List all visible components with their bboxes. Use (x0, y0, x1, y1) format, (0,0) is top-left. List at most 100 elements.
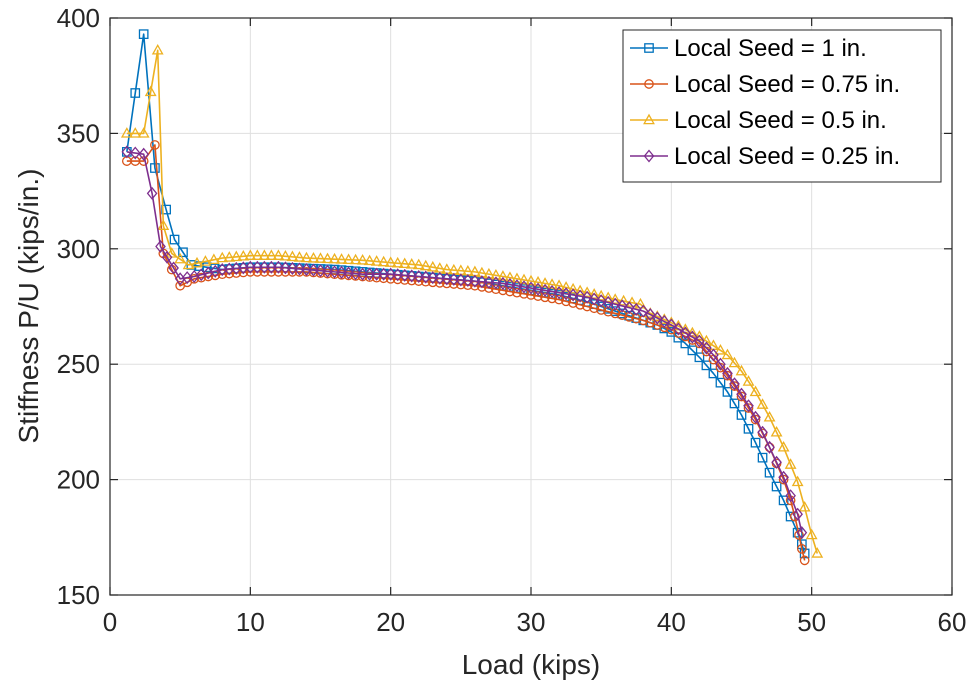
series-4-point (729, 377, 740, 391)
series-3-point (349, 253, 362, 265)
series-2-point (568, 298, 578, 308)
series-1-point (778, 495, 789, 506)
series-4-point (392, 268, 404, 282)
series-4-point (308, 263, 319, 277)
series-2-point (484, 283, 494, 293)
series-3-point (497, 270, 509, 281)
series-3-point (279, 249, 292, 261)
series-3-point (539, 277, 551, 288)
legend-sample-1 (630, 43, 668, 53)
legend-label-4: Local Seed = 0.25 in. (674, 143, 900, 170)
series-4-point (796, 526, 808, 540)
legend-marker (643, 149, 655, 163)
series-4 (121, 145, 808, 540)
x-tick-label: 10 (236, 607, 265, 637)
series-3-point (588, 288, 601, 299)
series-4-point (785, 489, 796, 503)
series-3-point (272, 249, 285, 260)
series-4-point (476, 275, 488, 289)
series-3-point (735, 364, 748, 376)
series-3-point (182, 258, 195, 270)
series-4-point (497, 276, 509, 290)
series-1-point (178, 247, 188, 258)
series-3-point (377, 255, 390, 267)
series-4-point (588, 292, 600, 306)
series-1-point (715, 377, 726, 388)
series-3-point (426, 260, 439, 272)
series-2-point (561, 296, 571, 307)
series-layer (120, 29, 824, 566)
series-4-point (287, 261, 298, 275)
x-tick-label: 0 (103, 607, 117, 637)
series-3-point (595, 289, 608, 301)
series-4-point (364, 267, 375, 281)
series-3-point (286, 250, 299, 262)
series-4-point (567, 288, 579, 302)
series-4-point (462, 274, 474, 288)
series-3-point (419, 259, 432, 271)
series-2-point (575, 299, 585, 310)
y-tick-label: 250 (57, 349, 100, 379)
series-3-point (356, 254, 369, 265)
series-1-point (138, 29, 149, 40)
series-3-point (749, 385, 762, 397)
series-4-point (658, 314, 670, 329)
series-3-point (370, 255, 383, 266)
series-4-point (771, 455, 782, 469)
series-1-point (694, 352, 705, 363)
legend-sample-2 (630, 79, 668, 89)
series-3-point (602, 291, 615, 303)
y-tick-label: 300 (57, 234, 100, 264)
series-3-point (763, 410, 776, 422)
series-4-point (680, 326, 691, 340)
series-4-point (350, 267, 361, 281)
series-4-point (138, 147, 150, 161)
series-3-point (207, 253, 220, 265)
series-4-point (371, 267, 382, 281)
series-4-point (273, 260, 284, 274)
series-3-point (258, 249, 271, 260)
series-4-point (715, 357, 726, 371)
series-4-point (701, 341, 712, 355)
series-3-point (805, 528, 818, 540)
series-3-point (230, 250, 243, 262)
series-3-point (244, 249, 257, 260)
series-3-point (784, 458, 797, 469)
series-2-point (652, 320, 663, 330)
series-4-point (378, 267, 389, 281)
series-3-point (174, 252, 187, 264)
y-axis-title: Stiffness P/U (kips/in.) (13, 169, 44, 444)
series-3-point (756, 398, 769, 409)
series-1-point (169, 234, 180, 245)
series-1-point (603, 303, 614, 314)
series-3-point (714, 344, 727, 355)
series-3-point (560, 281, 572, 292)
series-3-point (791, 475, 804, 487)
series-3-point (634, 297, 647, 309)
x-tick-label: 60 (938, 607, 967, 637)
series-3-point (693, 330, 706, 341)
series-1-point (729, 398, 740, 409)
series-4-point (602, 295, 614, 309)
series-2-point (491, 284, 501, 295)
series-3-point (504, 271, 516, 282)
series-4-point (546, 284, 558, 299)
series-3-point (721, 348, 734, 360)
series-4-point (673, 322, 684, 336)
series-4-point (792, 507, 803, 521)
series-4-point (329, 265, 340, 279)
series-4-point (581, 290, 593, 304)
y-tick-label: 150 (57, 580, 100, 610)
series-3-point (251, 249, 264, 260)
series-1-point (736, 410, 747, 420)
series-2-point (505, 286, 515, 297)
series-4-point (434, 271, 446, 285)
series-3-point (525, 274, 537, 286)
series-1-point (722, 387, 733, 397)
legend-label-1: Local Seed = 1 in. (674, 35, 867, 62)
x-axis-title: Load (kips) (462, 649, 601, 680)
x-tick-label: 50 (797, 607, 826, 637)
series-4-point (399, 268, 411, 282)
series-3-point (405, 258, 418, 269)
